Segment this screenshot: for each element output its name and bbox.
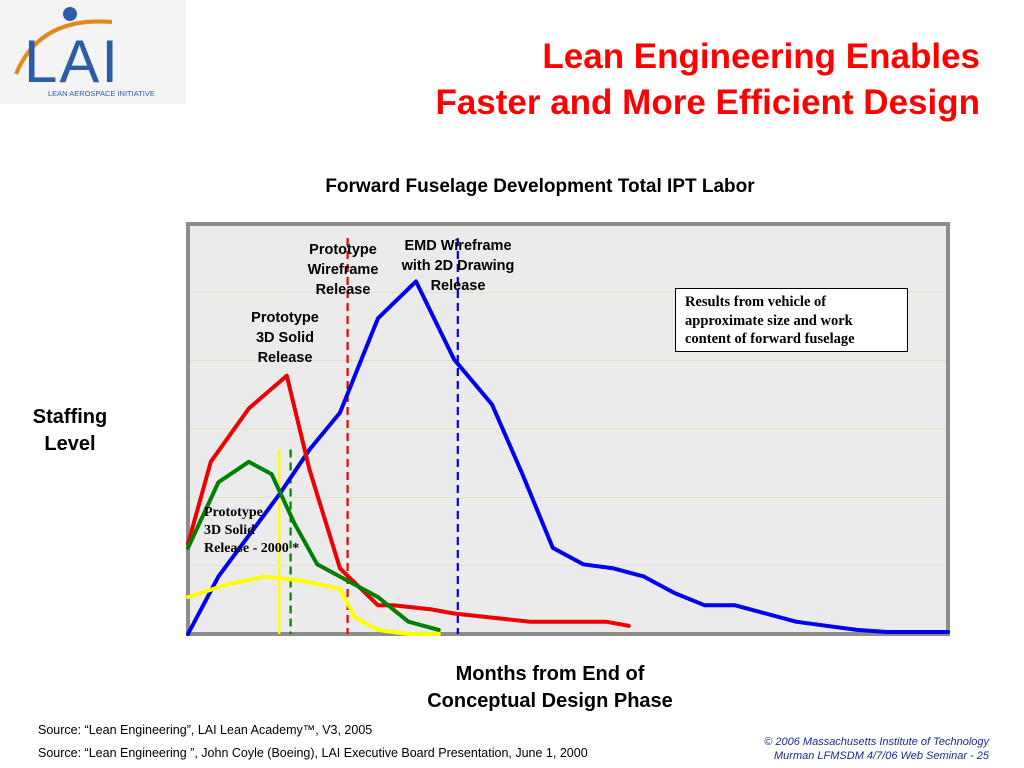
logo-tagline: LEAN AEROSPACE INITIATIVE (48, 89, 155, 98)
y-axis-label: Staffing Level (32, 406, 108, 455)
copyright-line-1: © 2006 Massachusetts Institute of Techno… (764, 736, 989, 748)
slide-title: Lean Engineering Enables Faster and More… (280, 34, 980, 126)
annotation-prototype-3d-solid: Prototype 3D Solid Release (251, 310, 319, 366)
slide-title-line-2: Faster and More Efficient Design (435, 83, 980, 122)
source-line-1: Source: “Lean Engineering”, LAI Lean Aca… (38, 723, 373, 737)
logo-letters: LAI (24, 28, 120, 95)
inset-legend-label: Prototype 3D Solid Release - 2000 * (204, 505, 300, 556)
lai-logo: LAI LEAN AEROSPACE INITIATIVE (0, 0, 186, 104)
annotation-prototype-wireframe: Prototype Wireframe Release (307, 242, 379, 298)
copyright-line-2: Murman LFMSDM 4/7/06 Web Seminar - 25 (774, 750, 989, 762)
series-line-0 (186, 279, 950, 636)
series-line-2 (186, 459, 441, 632)
lai-logo-graphic: LAI LEAN AEROSPACE INITIATIVE (0, 0, 186, 104)
slide-title-line-1: Lean Engineering Enables (542, 37, 980, 76)
series-lines (186, 279, 950, 636)
source-line-2: Source: “Lean Engineering ”, John Coyle … (38, 746, 588, 760)
series-line-1 (186, 373, 631, 628)
x-axis-label: Months from End of Conceptual Design Pha… (427, 663, 673, 712)
series-line-3 (186, 574, 441, 636)
annotation-emd-wireframe: EMD Wireframe with 2D Drawing Release (401, 238, 515, 294)
chart-title: Forward Fuselage Development Total IPT L… (325, 176, 755, 197)
results-note-box: Results from vehicle of approximate size… (675, 288, 908, 352)
